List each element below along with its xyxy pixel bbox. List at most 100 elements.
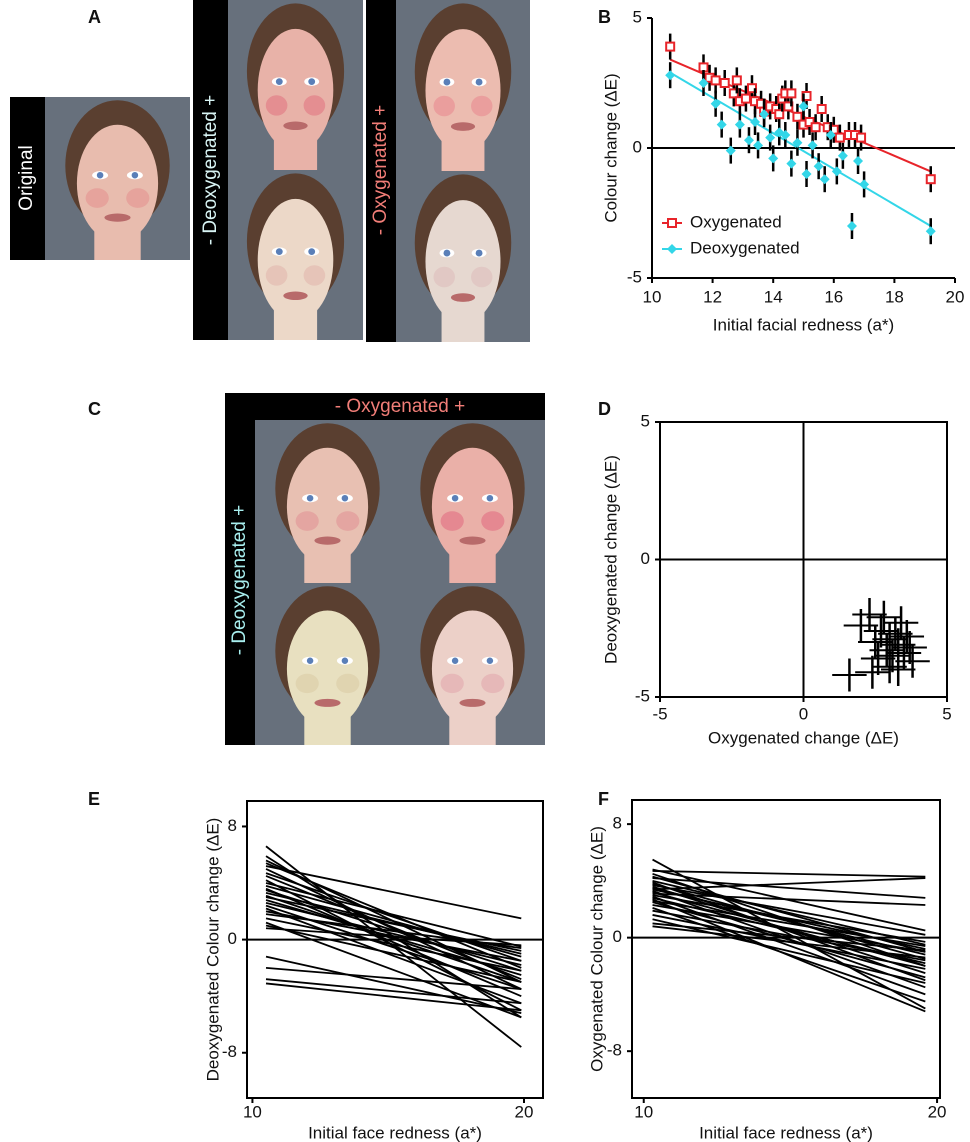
y-tick-label: 5 [633,7,642,26]
y-axis-label: Oxygenated Colour change (ΔE) [587,826,606,1072]
label-bar [366,0,396,342]
marker [710,75,721,86]
face-label: - Oxygenated + [335,396,465,417]
line [652,894,926,943]
marker [698,78,709,88]
iris [306,494,314,502]
marker [667,244,677,254]
iris [131,171,139,179]
iris [306,657,314,664]
y-tick-label: -5 [635,686,650,705]
face [431,447,514,566]
marker [810,122,821,133]
iris [275,78,283,85]
cheek [336,673,360,694]
cheek [295,511,319,531]
marker [819,174,830,185]
cheek [303,95,326,116]
cheek [440,673,464,694]
marker [786,88,797,99]
y-tick-label: 8 [228,816,237,835]
face-image [400,420,545,583]
marker [780,130,791,140]
marker [731,75,742,86]
line [265,955,522,1015]
line [652,884,926,936]
iris [341,494,349,502]
fit-line [669,71,932,227]
line [652,870,926,878]
label-bar [255,393,545,420]
panel-letter: F [598,789,609,809]
x-tick-label: 14 [764,287,783,306]
cheek [265,95,288,116]
y-axis-label: Deoxygenated change (ΔE) [601,455,620,664]
marker [856,132,867,143]
marker [846,221,857,231]
y-tick-label: 0 [641,549,650,568]
cheek [433,95,455,117]
line [265,927,522,947]
lips [283,291,308,301]
marker [798,101,809,112]
iris [475,78,483,86]
line [265,868,522,990]
line [652,899,926,948]
lips [450,293,476,302]
line [265,924,522,983]
line [265,966,522,990]
x-tick-label: 10 [634,1102,653,1121]
iris [275,248,283,256]
line [265,982,522,1012]
lips [450,122,476,131]
x-tick-label: 10 [643,287,662,306]
legend-label: Oxygenated [690,212,782,231]
y-tick-label: 0 [633,137,642,156]
iris [486,657,494,664]
y-axis-label: Deoxygenated Colour change (ΔE) [203,818,222,1082]
y-tick-label: 0 [613,927,622,946]
line [265,901,522,966]
marker [804,117,815,127]
cheek [265,265,288,286]
cheek [481,673,505,694]
line [265,978,522,1005]
marker [716,119,727,130]
lips [104,213,131,222]
iris [341,657,349,664]
marker [665,70,676,81]
cheek [126,188,150,208]
cheek [85,188,109,208]
marker [765,132,776,143]
face-image [228,0,363,170]
panel-letter: E [88,789,100,809]
y-tick-label: 8 [613,814,622,833]
marker [816,104,827,114]
line [265,865,522,920]
x-tick-label: 16 [824,287,843,306]
marker [710,98,721,109]
x-tick-label: 12 [703,287,722,306]
x-tick-label: 20 [515,1102,534,1121]
line [265,894,522,983]
line [652,922,926,952]
face-label: Original [16,145,37,210]
marker [667,218,677,228]
line [652,918,926,984]
face-label: - Deoxygenated + [200,95,221,246]
line [265,921,522,1019]
marker [719,78,730,88]
marker [725,145,736,156]
label-bar [193,0,228,340]
iris [96,171,104,179]
cheek [295,673,319,694]
y-tick-label: -8 [607,1041,622,1060]
x-tick-label: 18 [885,287,904,306]
line [265,917,522,972]
face [76,124,159,243]
face-label: - Deoxygenated + [229,505,250,656]
marker [807,140,818,151]
panel-letter: B [598,7,611,27]
lips [314,698,341,707]
